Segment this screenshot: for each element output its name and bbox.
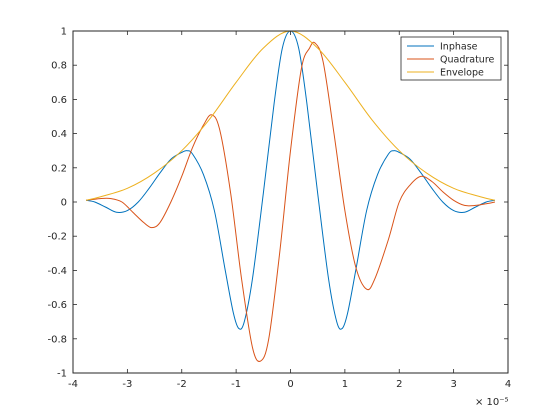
- y-tick-label: 1: [61, 27, 67, 38]
- y-tick-label: -0.6: [47, 300, 67, 311]
- y-tick-label: -0.8: [47, 334, 67, 345]
- x-axis-exponent-label: × 10⁻⁵: [475, 397, 509, 408]
- y-tick-label: -0.2: [47, 232, 67, 243]
- x-tick-label: 0: [287, 379, 293, 390]
- ticks-layer: -4 -3 -2 -1 0 1 2 3 4 -1 -0.8 -0.6 -0.4 -0.2 0 0.2 0.4 0.…: [47, 27, 511, 391]
- x-tick-label: 4: [505, 379, 511, 390]
- y-tick-label: 0.4: [51, 129, 67, 140]
- x-tick-label: 1: [342, 379, 348, 390]
- x-tick-label: -3: [122, 379, 132, 390]
- x-tick-label: -4: [68, 379, 78, 390]
- y-tick-label: 0.6: [51, 95, 67, 106]
- y-tick-label: -0.4: [47, 266, 67, 277]
- x-tick-label: -2: [177, 379, 187, 390]
- y-tick-label: 0.8: [51, 61, 67, 72]
- legend: Inphase Quadrature Envelope: [400, 36, 502, 81]
- x-tick-label: 3: [450, 379, 456, 390]
- y-tick-label: 0: [61, 198, 67, 209]
- legend-label-inphase: Inphase: [440, 42, 478, 53]
- plot-area: [73, 31, 508, 373]
- series-line-quadrature: [85, 41, 496, 362]
- y-tick-label: 0.2: [51, 163, 67, 174]
- y-tick-label: -1: [57, 369, 67, 380]
- x-tick-label: -1: [231, 379, 241, 390]
- x-tick-label: 2: [396, 379, 402, 390]
- legend-label-envelope: Envelope: [440, 68, 484, 79]
- legend-label-quadrature: Quadrature: [440, 55, 495, 66]
